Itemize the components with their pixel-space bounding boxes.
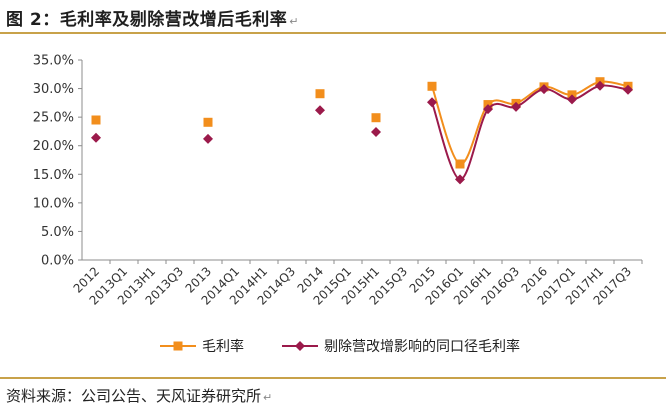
figure-title-text: 图 2：毛利率及剔除营改增后毛利率 — [6, 10, 288, 30]
top-rule — [0, 32, 666, 34]
y-tick-label: 30.0% — [33, 82, 74, 97]
gross-margin-point — [371, 113, 381, 123]
adjusted-margin-point — [595, 80, 605, 91]
gross-margin-point — [427, 81, 437, 91]
axes-layer: 0.0%5.0%10.0%15.0%20.0%25.0%30.0%35.0%20… — [33, 54, 643, 308]
gross-margin-point — [455, 159, 465, 169]
adjusted-margin-point — [511, 101, 521, 112]
legend: 毛利率 剔除营改增影响的同口径毛利率 — [160, 338, 520, 355]
paragraph-mark-icon-2: ↵ — [263, 391, 273, 404]
gross-margin-point — [315, 89, 325, 99]
adjusted-margin-point — [567, 94, 577, 105]
y-tick-label: 35.0% — [33, 54, 74, 69]
margin-chart: 0.0%5.0%10.0%15.0%20.0%25.0%30.0%35.0%20… — [33, 54, 643, 355]
y-tick-label: 25.0% — [33, 111, 74, 126]
adjusted-margin-point — [371, 127, 381, 137]
legend-adjusted-margin-marker — [295, 341, 305, 351]
series-layer — [91, 77, 633, 185]
gross-margin-point — [91, 115, 101, 125]
y-tick-label: 0.0% — [41, 254, 74, 269]
figure-title: 图 2：毛利率及剔除营改增后毛利率 ↵ — [6, 5, 299, 30]
adjusted-margin-point — [455, 174, 465, 185]
gross-margin-point — [203, 117, 213, 127]
adjusted-margin-point — [539, 84, 549, 95]
gross-margin-line — [431, 80, 629, 165]
paragraph-mark-icon: ↵ — [289, 15, 299, 28]
adjusted-margin-point — [315, 105, 325, 116]
source-text: 资料来源：公司公告、天风证券研究所 — [6, 387, 262, 405]
source-note: 资料来源：公司公告、天风证券研究所 ↵ — [6, 385, 272, 406]
legend-gross-margin-label: 毛利率 — [202, 338, 244, 355]
adjusted-margin-point — [91, 132, 101, 143]
y-tick-label: 15.0% — [33, 168, 74, 183]
adjusted-margin-point — [427, 97, 437, 108]
y-tick-label: 5.0% — [41, 225, 74, 240]
y-tick-label: 20.0% — [33, 139, 74, 154]
y-tick-label: 10.0% — [33, 196, 74, 211]
legend-adjusted-margin-label: 剔除营改增影响的同口径毛利率 — [324, 338, 520, 355]
adjusted-margin-point — [203, 133, 213, 144]
adjusted-margin-point — [483, 104, 493, 115]
adjusted-margin-point — [623, 84, 633, 95]
bottom-rule — [0, 377, 666, 379]
legend-gross-margin-marker — [173, 341, 183, 351]
